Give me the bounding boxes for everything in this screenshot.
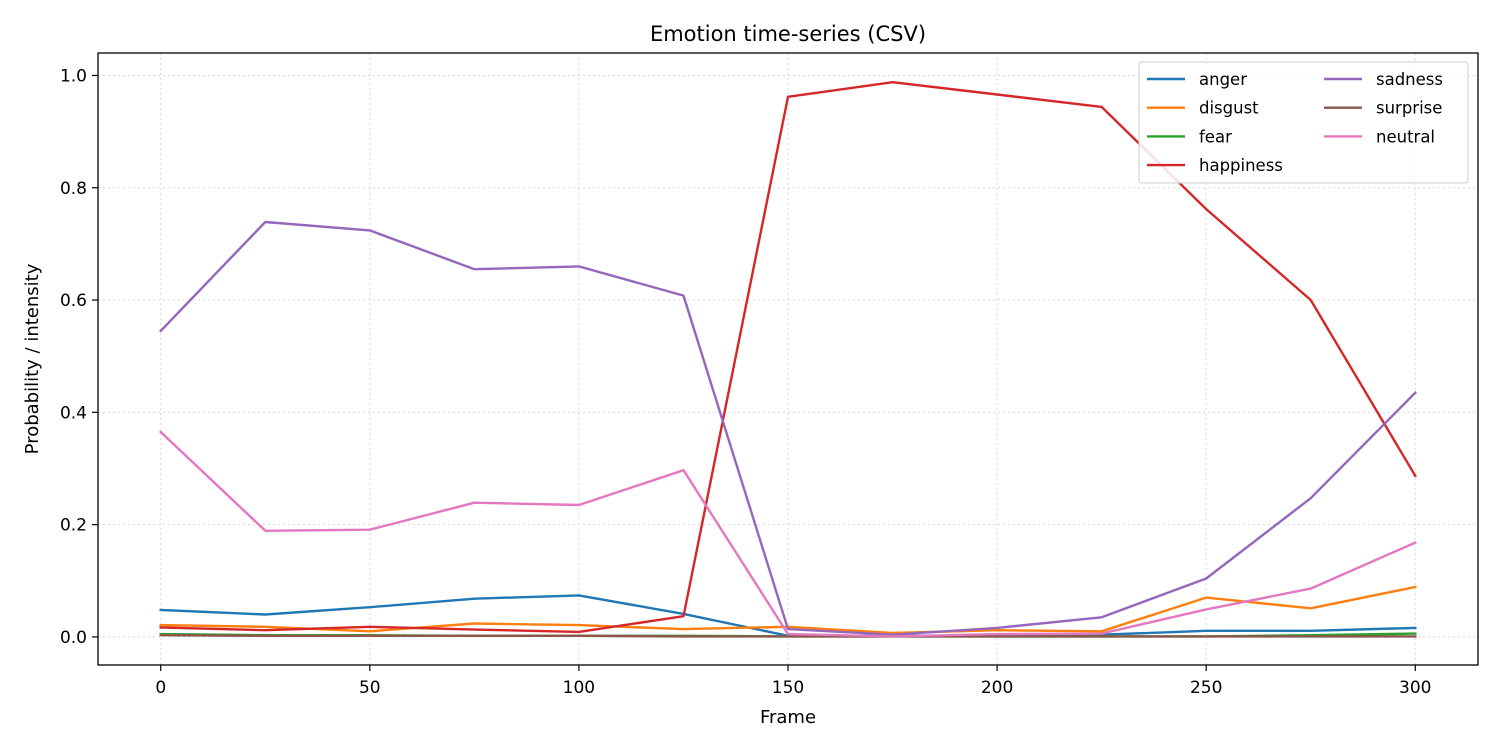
y-tick-label: 1.0 (60, 66, 87, 86)
chart-title: Emotion time-series (CSV) (650, 22, 926, 46)
x-tick-label: 0 (155, 678, 166, 698)
series-line-surprise (159, 633, 1417, 638)
legend-label-anger: anger (1199, 70, 1247, 89)
x-tick-label: 150 (772, 678, 804, 698)
y-tick-label: 0.0 (60, 628, 87, 648)
legend-label-sadness: sadness (1376, 70, 1443, 89)
series-lines (159, 80, 1417, 638)
x-tick-label: 300 (1399, 678, 1431, 698)
legend: anger disgust fear happiness sadness surprise… (1138, 61, 1469, 184)
legend-label-happiness: happiness (1199, 156, 1283, 175)
y-axis-title: Probability / intensity (22, 263, 43, 454)
y-tick-label: 0.8 (60, 179, 87, 199)
x-tick-label: 250 (1190, 678, 1222, 698)
x-axis-title: Frame (760, 707, 816, 728)
y-tick-label: 0.4 (60, 403, 87, 423)
x-tick-label: 50 (359, 678, 381, 698)
x-tick-label: 100 (563, 678, 595, 698)
y-tick-label: 0.6 (60, 291, 87, 311)
series-line-neutral (159, 430, 1417, 638)
series-line-sadness (159, 220, 1417, 636)
legend-label-fear: fear (1199, 127, 1232, 146)
y-tick-label: 0.2 (60, 516, 87, 536)
legend-label-surprise: surprise (1376, 99, 1442, 118)
legend-label-disgust: disgust (1199, 99, 1259, 118)
legend-box (1138, 61, 1469, 184)
ticks: 0 50 100 150 200 250 300 0.0 0.2 0.4 0.6 0.8 1.0 (60, 66, 1432, 698)
series-line-happiness (159, 80, 1417, 634)
legend-label-neutral: neutral (1376, 127, 1435, 146)
x-tick-label: 200 (981, 678, 1013, 698)
